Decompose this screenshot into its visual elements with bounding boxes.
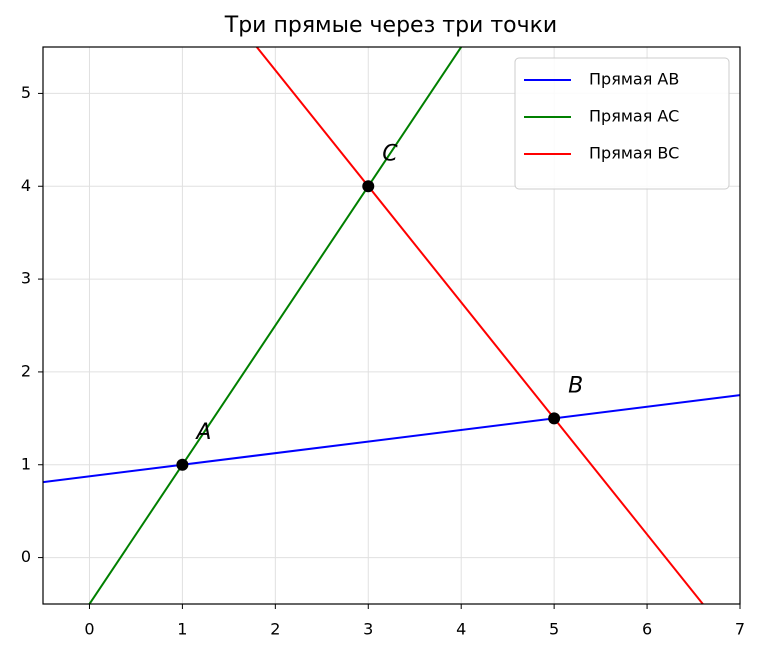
point-label: C <box>382 141 398 166</box>
y-tick-label: 0 <box>21 547 31 566</box>
x-tick-label: 6 <box>642 620 652 639</box>
x-tick-label: 2 <box>270 620 280 639</box>
legend-label: Прямая AB <box>589 70 679 89</box>
y-tick-label: 4 <box>21 176 31 195</box>
ticks: 0 1 2 3 4 5 6 7 0 1 2 3 4 5 <box>21 83 745 639</box>
point <box>362 180 375 193</box>
chart-title: Три прямые через три точки <box>224 13 557 38</box>
x-tick-label: 5 <box>549 620 559 639</box>
point <box>548 412 561 425</box>
x-tick-label: 0 <box>84 620 94 639</box>
line <box>43 394 740 484</box>
legend-label: Прямая AC <box>589 107 679 126</box>
point-label: B <box>568 373 583 398</box>
y-tick-label: 1 <box>21 454 31 473</box>
axes-frame <box>42 46 741 605</box>
x-tick-label: 3 <box>363 620 373 639</box>
plot-area <box>43 47 740 604</box>
y-tick-label: 5 <box>21 83 31 102</box>
line <box>255 47 705 604</box>
y-tick-label: 2 <box>21 361 31 380</box>
x-tick-label: 4 <box>456 620 466 639</box>
x-tick-label: 1 <box>177 620 187 639</box>
x-tick-label: 7 <box>735 620 745 639</box>
legend-label: Прямая BC <box>589 144 679 163</box>
legend-box <box>514 57 730 190</box>
point-label: A <box>194 420 211 445</box>
y-tick-label: 3 <box>21 269 31 288</box>
line <box>88 47 463 604</box>
point <box>176 458 189 471</box>
legend: Прямая AB Прямая AC Прямая BC <box>514 57 730 190</box>
